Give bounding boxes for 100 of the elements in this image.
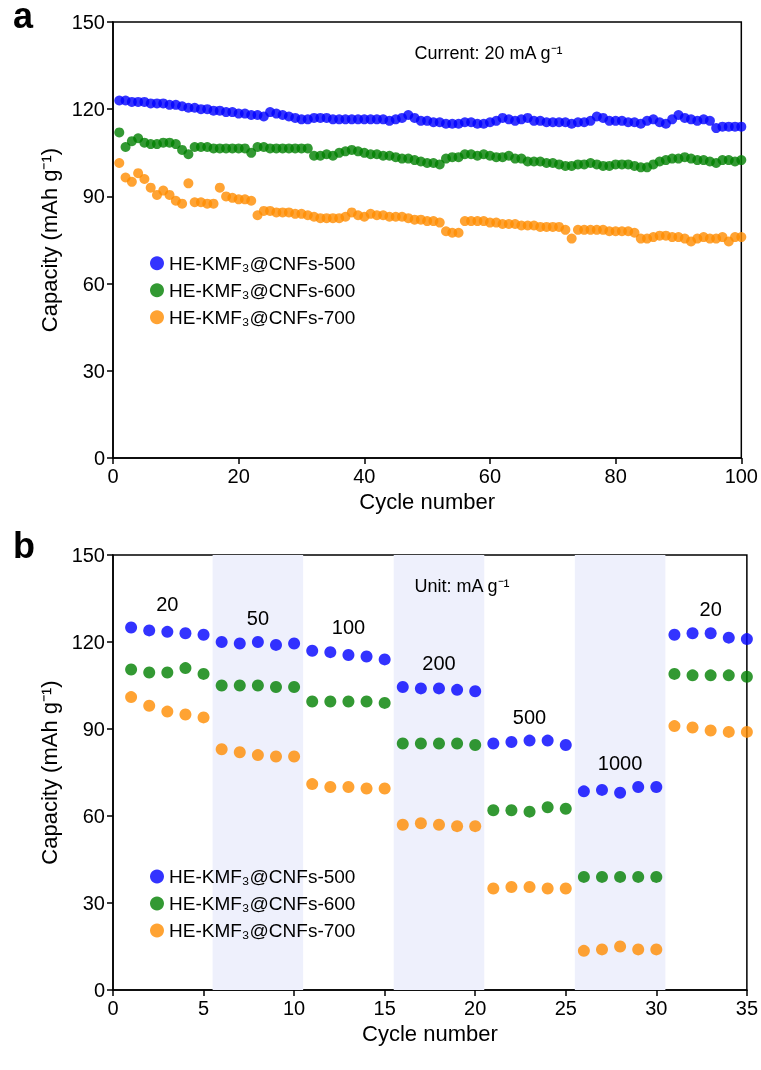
x-axis-title: Cycle number	[359, 489, 496, 515]
point	[433, 682, 445, 695]
point	[704, 669, 717, 682]
x-tick-label: 100	[724, 465, 758, 487]
point	[505, 881, 518, 894]
point	[559, 802, 572, 815]
annotation: 50	[246, 607, 270, 629]
point	[396, 737, 409, 750]
point	[251, 679, 264, 692]
point	[704, 627, 717, 640]
point	[396, 680, 409, 693]
point	[360, 695, 373, 708]
point	[324, 646, 337, 659]
y-tick-label: 30	[82, 892, 105, 914]
point	[342, 695, 355, 708]
point	[143, 699, 156, 712]
point	[668, 720, 681, 733]
legend-label: HE-KMF₃@CNFs-600	[169, 279, 356, 301]
point	[451, 820, 464, 833]
point	[740, 725, 753, 738]
point	[469, 738, 482, 751]
point	[179, 708, 192, 721]
point	[433, 818, 445, 831]
y-axis-title: Capacity (mAh g⁻¹)	[37, 147, 63, 333]
point	[614, 870, 627, 883]
point	[541, 882, 554, 895]
point	[251, 749, 264, 762]
point	[288, 750, 301, 763]
point	[270, 680, 282, 693]
point	[161, 666, 174, 679]
point	[487, 882, 500, 895]
x-tick-label: 20	[227, 465, 250, 487]
annotation: 500	[512, 705, 547, 728]
point	[577, 944, 590, 957]
legend-label: HE-KMF₃@CNFs-700	[169, 920, 356, 941]
point	[487, 804, 500, 817]
x-tick-label: 30	[645, 997, 668, 1019]
point	[143, 624, 156, 637]
x-tick-label: 80	[604, 465, 627, 487]
point	[740, 633, 753, 646]
point	[125, 663, 138, 676]
chart-title: b	[13, 524, 35, 566]
y-tick-label: 150	[71, 544, 105, 566]
point	[306, 778, 319, 791]
x-tick-label: 40	[353, 465, 376, 487]
annotation: 20	[699, 598, 722, 621]
point	[523, 881, 536, 894]
point	[179, 662, 192, 675]
point	[469, 685, 482, 698]
point	[324, 781, 337, 793]
point	[541, 734, 554, 747]
point	[215, 679, 228, 692]
point	[704, 724, 717, 737]
point	[360, 782, 373, 795]
legend-label: HE-KMF₃@CNFs-700	[169, 306, 356, 328]
point	[487, 737, 500, 750]
y-tick-label: 0	[93, 979, 105, 1001]
point	[342, 781, 355, 793]
point	[179, 627, 192, 640]
point	[505, 804, 518, 817]
point	[414, 737, 427, 750]
point	[306, 695, 319, 708]
point	[270, 750, 282, 763]
y-tick-label: 90	[82, 185, 105, 208]
point	[233, 637, 246, 650]
point	[233, 679, 246, 692]
y-tick-label: 60	[82, 272, 105, 295]
y-tick-label: 60	[82, 805, 105, 827]
point	[378, 696, 391, 709]
point	[414, 817, 427, 830]
point	[559, 882, 572, 895]
point	[650, 943, 663, 956]
x-tick-label: 35	[735, 997, 758, 1019]
point	[197, 667, 210, 680]
point	[596, 783, 608, 796]
point	[577, 870, 590, 883]
point	[668, 628, 681, 641]
point	[523, 734, 536, 747]
point	[324, 695, 337, 708]
point	[288, 680, 301, 693]
point	[686, 627, 699, 640]
point	[523, 805, 536, 818]
point	[740, 670, 753, 683]
point	[596, 870, 608, 883]
point	[632, 943, 645, 956]
x-tick-label: 5	[197, 997, 210, 1019]
point	[433, 737, 445, 750]
point	[125, 621, 138, 634]
y-tick-label: 150	[71, 11, 105, 33]
point	[596, 943, 608, 956]
point	[722, 669, 735, 682]
y-tick-label: 120	[71, 98, 105, 121]
point	[288, 637, 301, 650]
point	[161, 625, 174, 638]
legend-label: HE-KMF₃@CNFs-500	[169, 866, 356, 887]
point	[414, 682, 427, 695]
point	[161, 705, 174, 718]
point	[650, 870, 663, 883]
point	[197, 711, 210, 724]
point	[378, 782, 391, 795]
